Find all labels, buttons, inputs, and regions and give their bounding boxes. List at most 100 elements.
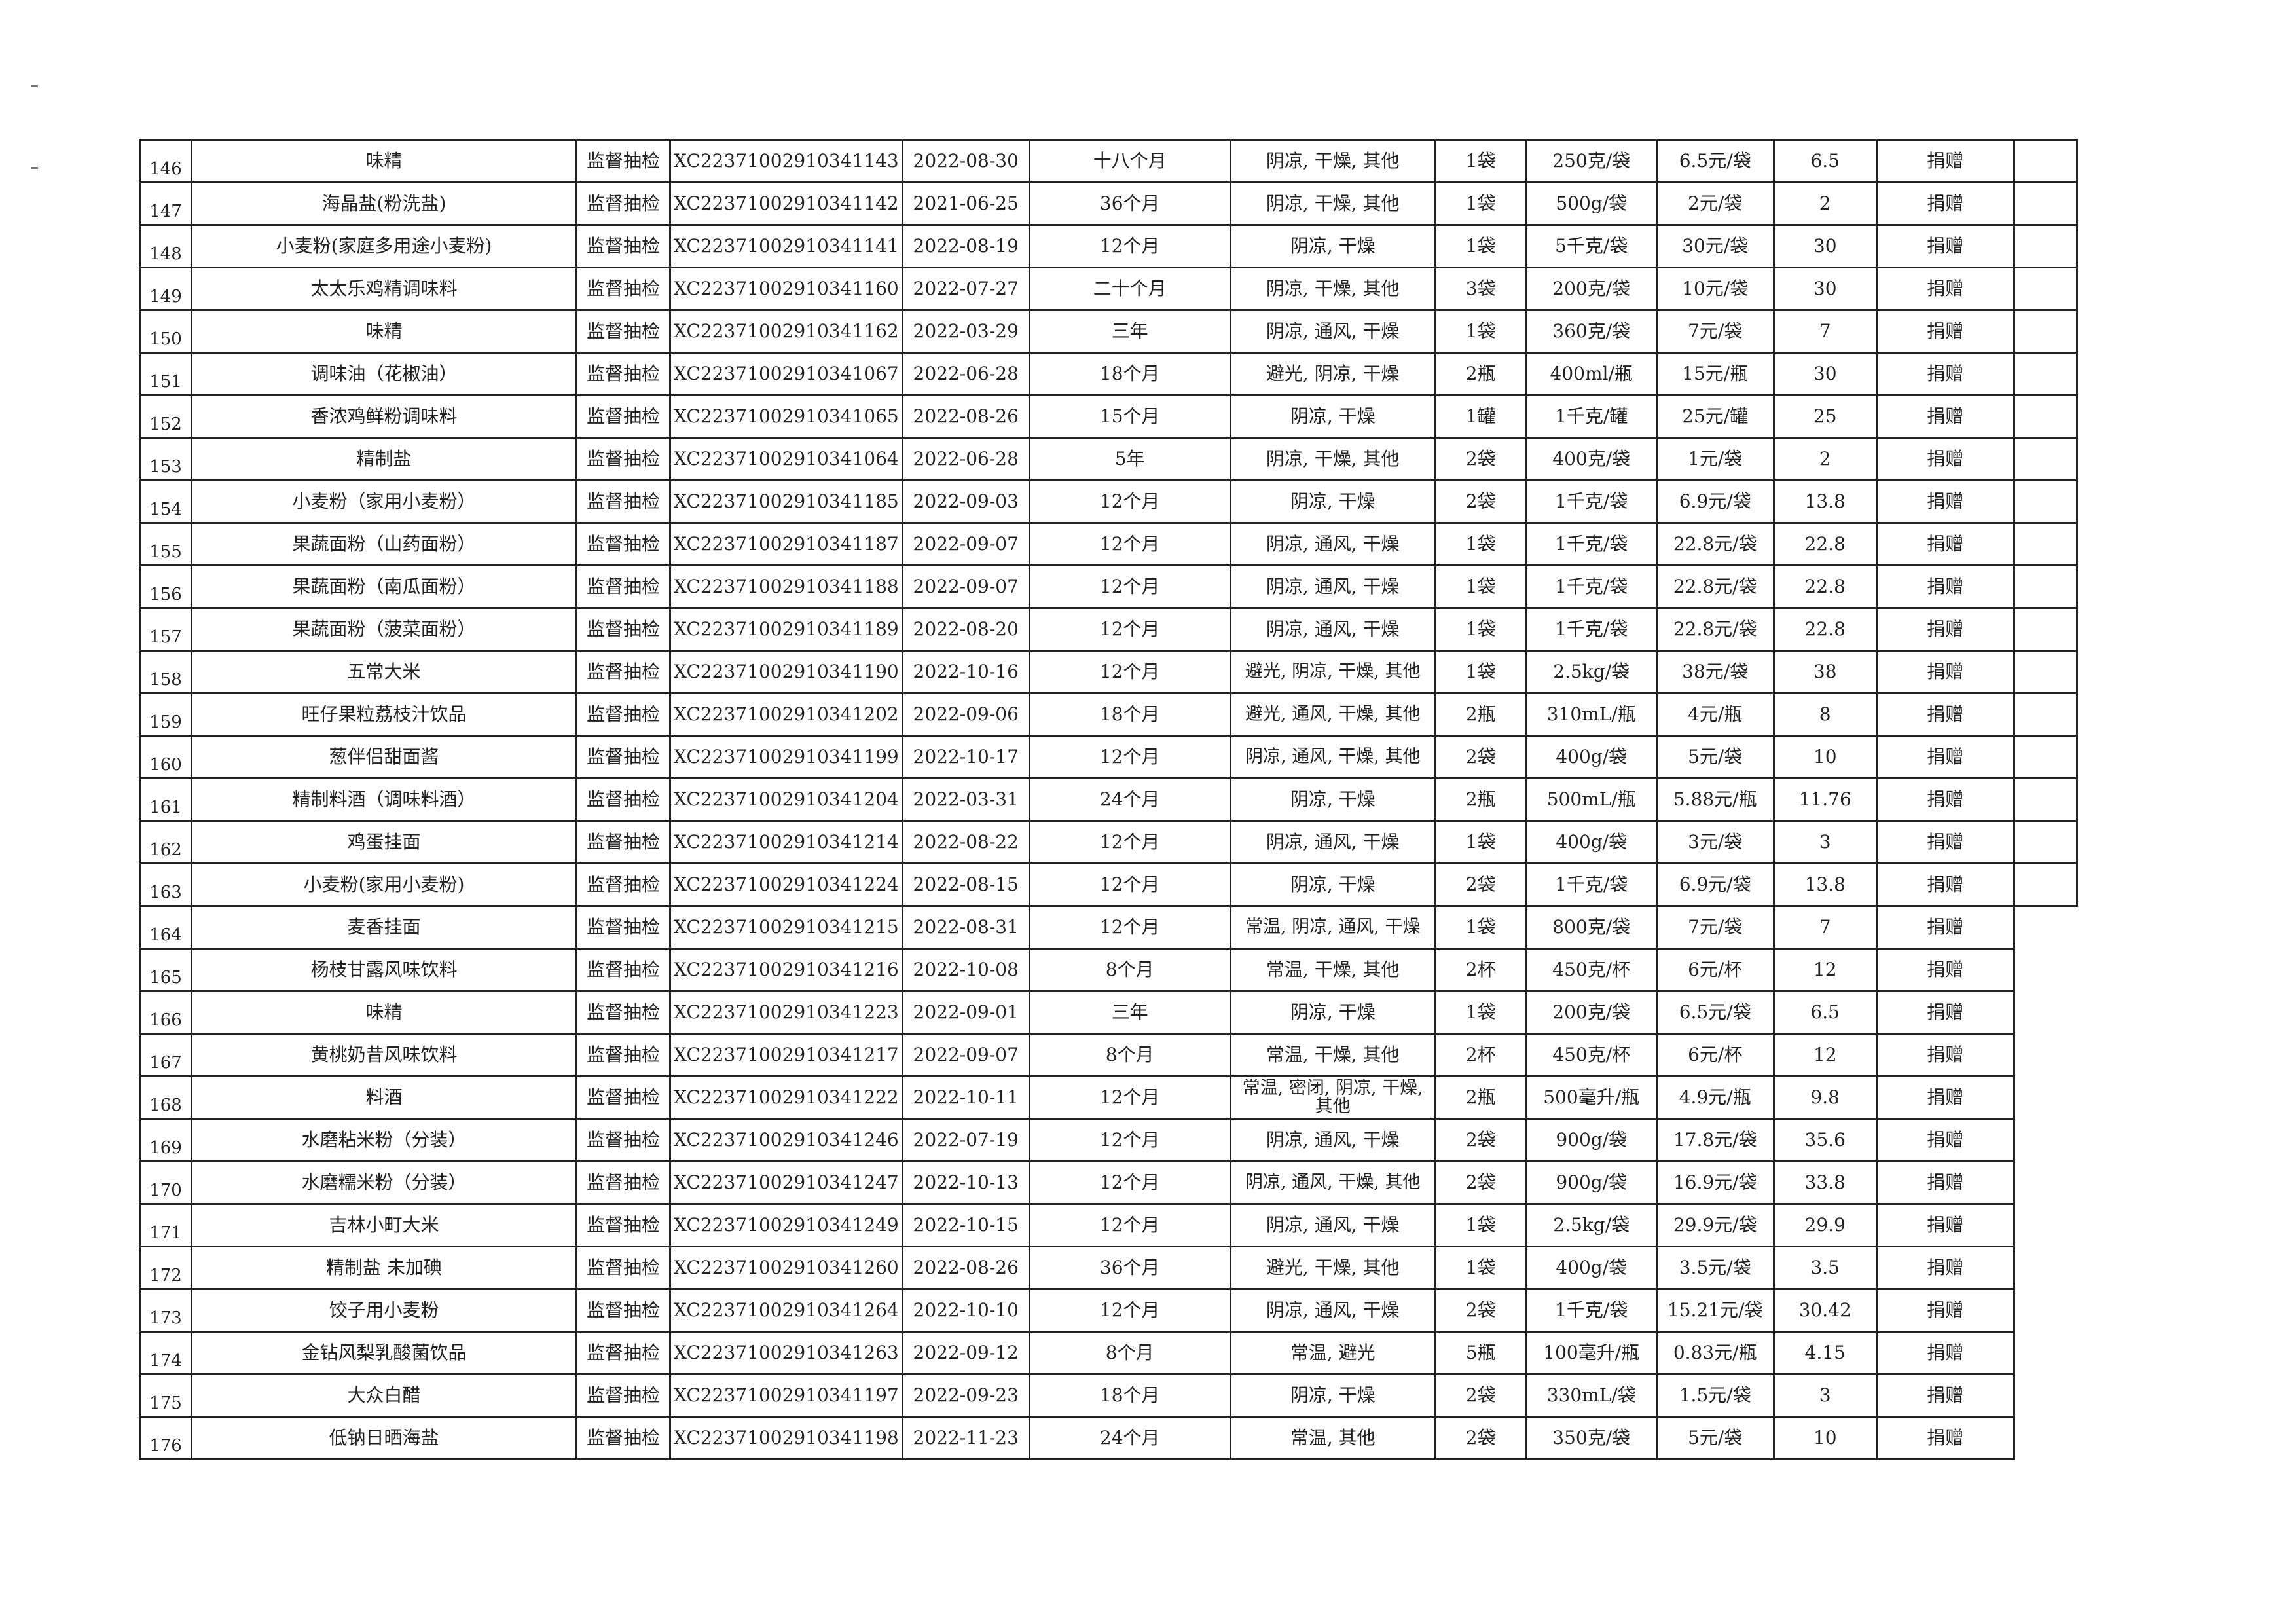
disposal-method: 捐赠	[1875, 990, 2015, 1035]
product-name: 麦香挂面	[191, 905, 577, 950]
storage-conditions: 阴凉, 通风, 干燥	[1229, 309, 1436, 354]
shelf-life: 8个月	[1028, 948, 1231, 992]
product-name: 饺子用小麦粉	[191, 1288, 577, 1333]
storage-conditions: 避光, 干燥, 其他	[1229, 1246, 1436, 1290]
sample-code: XC22371002910341188	[669, 564, 903, 609]
production-date: 2022-08-15	[901, 862, 1030, 907]
storage-conditions: 阴凉, 通风, 干燥	[1229, 564, 1436, 609]
unit-price: 6元/杯	[1655, 1033, 1775, 1077]
shelf-life: 12个月	[1028, 224, 1231, 268]
disposal-method: 捐赠	[1875, 1331, 2015, 1375]
row-number: 167	[139, 1033, 192, 1077]
unit-price: 15元/瓶	[1655, 352, 1775, 396]
production-date: 2022-08-20	[901, 607, 1030, 652]
inspection-type: 监督抽检	[575, 735, 671, 779]
shelf-life: 18个月	[1028, 1373, 1231, 1418]
inspection-type: 监督抽检	[575, 1075, 671, 1120]
production-date: 2022-10-17	[901, 735, 1030, 779]
disposal-method: 捐赠	[1875, 905, 2015, 950]
product-name: 小麦粉（家用小麦粉）	[191, 479, 577, 524]
blank-cell	[2013, 181, 2078, 226]
disposal-method: 捐赠	[1875, 267, 2015, 311]
specification: 350克/袋	[1525, 1416, 1658, 1460]
blank-cell	[2013, 862, 2078, 907]
inspection-type: 监督抽检	[575, 777, 671, 822]
blank-cell	[2013, 309, 2078, 354]
table-row: 176 低钠日晒海盐 监督抽检 XC22371002910341198 2022-11-…	[139, 1416, 2077, 1460]
inspection-type: 监督抽检	[575, 309, 671, 354]
storage-conditions: 阴凉, 通风, 干燥	[1229, 1288, 1436, 1333]
blank-cell	[2013, 267, 2078, 311]
production-date: 2022-09-03	[901, 479, 1030, 524]
shelf-life: 12个月	[1028, 564, 1231, 609]
row-number: 148	[139, 224, 192, 268]
total-amount: 29.9	[1772, 1203, 1878, 1247]
shelf-life: 12个月	[1028, 607, 1231, 652]
production-date: 2022-09-07	[901, 522, 1030, 566]
production-date: 2022-07-27	[901, 267, 1030, 311]
table-row: 165 杨枝甘露风味饮料 监督抽检 XC22371002910341216 2022-1…	[139, 948, 2077, 992]
inspection-type: 监督抽检	[575, 479, 671, 524]
quantity: 1袋	[1434, 990, 1527, 1035]
total-amount: 2	[1772, 181, 1878, 226]
total-amount: 25	[1772, 394, 1878, 439]
product-name: 五常大米	[191, 650, 577, 694]
production-date: 2022-06-28	[901, 352, 1030, 396]
sample-code: XC22371002910341214	[669, 820, 903, 864]
specification: 1千克/罐	[1525, 394, 1658, 439]
total-amount: 33.8	[1772, 1160, 1878, 1205]
unit-price: 29.9元/袋	[1655, 1203, 1775, 1247]
row-number: 147	[139, 181, 192, 226]
inspection-type: 监督抽检	[575, 948, 671, 992]
inspection-type: 监督抽检	[575, 1331, 671, 1375]
unit-price: 1.5元/袋	[1655, 1373, 1775, 1418]
blank-cell	[2013, 607, 2078, 652]
disposal-method: 捐赠	[1875, 1288, 2015, 1333]
specification: 1千克/袋	[1525, 862, 1658, 907]
sample-code: XC22371002910341217	[669, 1033, 903, 1077]
row-number: 159	[139, 692, 192, 737]
sample-code: XC22371002910341215	[669, 905, 903, 950]
storage-conditions: 常温, 避光	[1229, 1331, 1436, 1375]
unit-price: 22.8元/袋	[1655, 564, 1775, 609]
product-name: 精制料酒（调味料酒）	[191, 777, 577, 822]
shelf-life: 三年	[1028, 309, 1231, 354]
table-row: 169 水磨粘米粉（分装） 监督抽检 XC22371002910341246 2022-…	[139, 1118, 2077, 1162]
shelf-life: 18个月	[1028, 692, 1231, 737]
disposal-method: 捐赠	[1875, 394, 2015, 439]
table-row: 162 鸡蛋挂面 监督抽检 XC22371002910341214 2022-08-22…	[139, 820, 2078, 864]
production-date: 2022-09-06	[901, 692, 1030, 737]
table-row: 155 果蔬面粉（山药面粉） 监督抽检 XC22371002910341187 2022…	[139, 522, 2078, 566]
unit-price: 22.8元/袋	[1655, 607, 1775, 652]
sample-code: XC22371002910341247	[669, 1160, 903, 1205]
product-name: 葱伴侣甜面酱	[191, 735, 577, 779]
row-number: 151	[139, 352, 192, 396]
disposal-method: 捐赠	[1875, 650, 2015, 694]
disposal-method: 捐赠	[1875, 352, 2015, 396]
disposal-method: 捐赠	[1875, 522, 2015, 566]
storage-conditions: 阴凉, 干燥, 其他	[1229, 267, 1436, 311]
total-amount: 6.5	[1772, 139, 1878, 183]
inspection-type: 监督抽检	[575, 1416, 671, 1460]
sample-code: XC22371002910341142	[669, 181, 903, 226]
shelf-life: 十八个月	[1028, 139, 1231, 183]
shelf-life: 12个月	[1028, 522, 1231, 566]
inspection-type: 监督抽检	[575, 224, 671, 268]
unit-price: 3.5元/袋	[1655, 1246, 1775, 1290]
inspection-type: 监督抽检	[575, 650, 671, 694]
total-amount: 30	[1772, 352, 1878, 396]
row-number: 171	[139, 1203, 192, 1247]
row-number: 155	[139, 522, 192, 566]
quantity: 5瓶	[1434, 1331, 1527, 1375]
row-number: 156	[139, 564, 192, 609]
specification: 450克/杯	[1525, 1033, 1658, 1077]
row-number: 169	[139, 1118, 192, 1162]
storage-conditions: 阴凉, 干燥	[1229, 990, 1436, 1035]
table-row: 163 小麦粉(家用小麦粉) 监督抽检 XC22371002910341224 2022…	[139, 862, 2078, 907]
blank-cell	[2013, 735, 2078, 779]
total-amount: 35.6	[1772, 1118, 1878, 1162]
inspection-type: 监督抽检	[575, 1160, 671, 1205]
total-amount: 2	[1772, 437, 1878, 481]
inspection-type: 监督抽检	[575, 1373, 671, 1418]
specification: 200克/袋	[1525, 990, 1658, 1035]
